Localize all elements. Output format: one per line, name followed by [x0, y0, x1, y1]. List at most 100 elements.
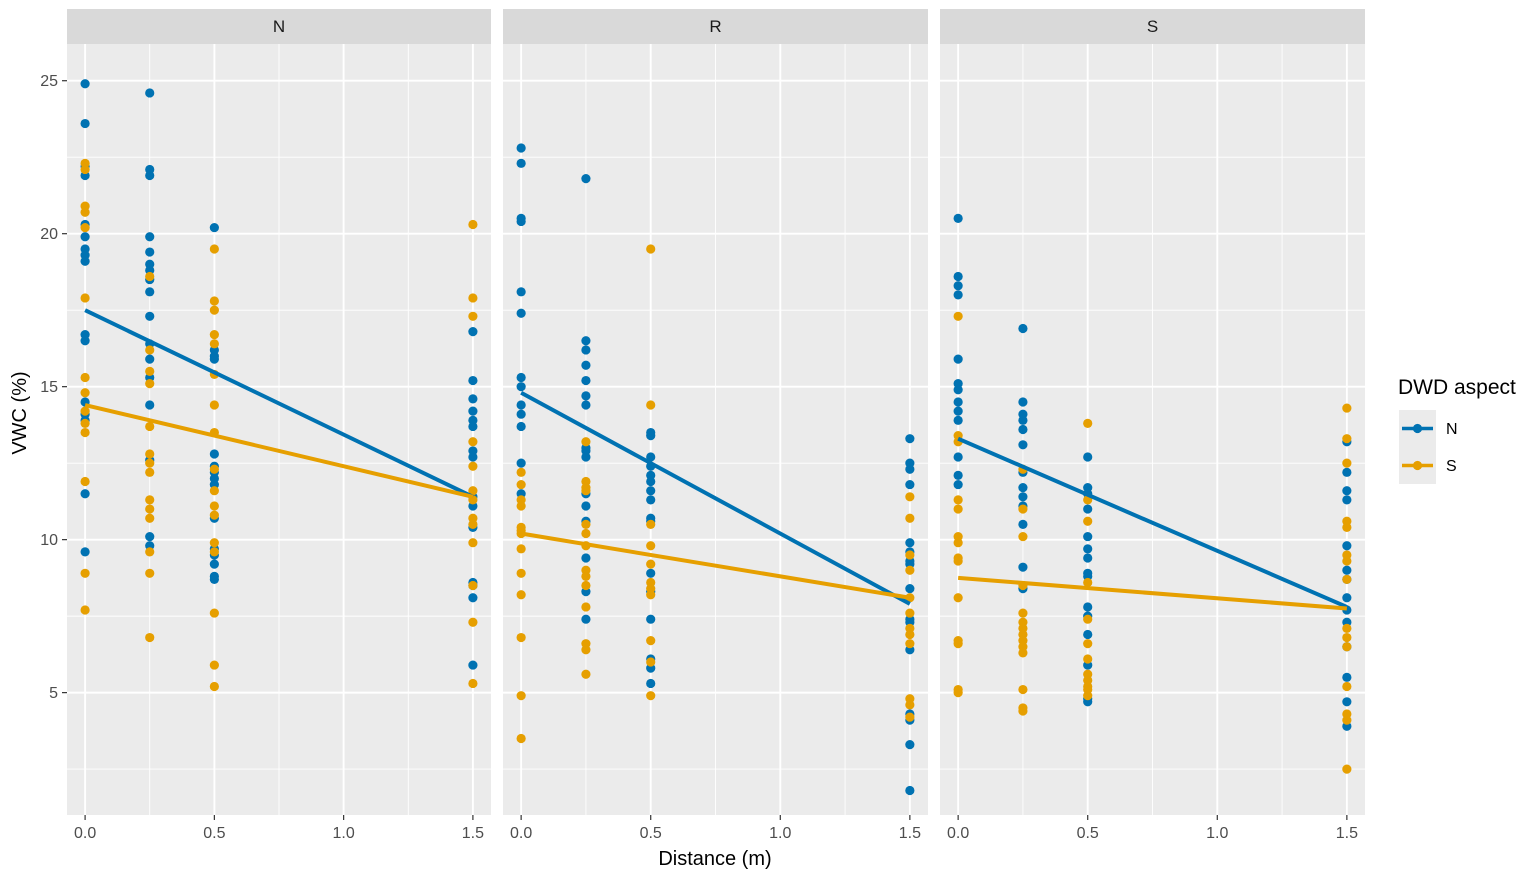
data-point-s: [145, 366, 155, 376]
data-point-n: [516, 400, 526, 410]
data-point-s: [1083, 516, 1093, 526]
facet-strip-label: N: [273, 17, 285, 36]
x-tick-label: 0.5: [203, 825, 225, 842]
data-point-n: [145, 170, 155, 181]
data-point-s: [581, 602, 591, 612]
data-point-s: [646, 590, 656, 600]
data-point-n: [80, 79, 90, 89]
data-point-n: [1342, 697, 1352, 707]
fit-line-s: [84, 403, 474, 499]
data-point-n: [1018, 440, 1028, 450]
data-point-n: [516, 287, 526, 297]
data-point-n: [80, 232, 90, 242]
data-point-s: [646, 519, 656, 529]
data-point-s: [468, 486, 478, 496]
data-point-n: [581, 501, 591, 511]
data-point-s: [145, 568, 155, 578]
data-point-n: [646, 452, 656, 462]
data-point-n: [646, 614, 656, 624]
data-point-n: [646, 678, 656, 689]
data-point-n: [145, 287, 155, 297]
data-point-n: [516, 372, 526, 383]
data-point-n: [953, 397, 963, 407]
data-point-s: [145, 495, 155, 505]
panel-r: R 0.0 0.5 1.0 1.5: [503, 9, 928, 842]
data-point-n: [1018, 483, 1028, 493]
panel-n: N 5 10 15 20 25 0.0 0.5 1.0 1.5: [40, 9, 491, 842]
data-point-s: [581, 571, 591, 581]
data-point-s: [1083, 654, 1093, 664]
data-point-s: [80, 427, 90, 438]
x-tick-label: 0.0: [74, 825, 96, 842]
data-point-s: [80, 568, 90, 578]
data-point-n: [953, 479, 963, 490]
data-point-s: [468, 293, 478, 303]
data-point-s: [468, 461, 478, 471]
data-point-n: [905, 740, 915, 750]
x-tick-label: 1.5: [1336, 825, 1358, 842]
data-point-s: [1018, 684, 1028, 695]
data-point-s: [953, 311, 963, 321]
data-point-s: [516, 590, 526, 600]
data-point-s: [145, 632, 155, 643]
data-point-n: [145, 531, 155, 542]
data-point-s: [209, 547, 219, 557]
data-point-s: [145, 345, 155, 355]
data-point-n: [581, 400, 591, 410]
data-point-n: [646, 495, 656, 505]
data-point-n: [1083, 553, 1093, 563]
data-point-n: [1083, 452, 1093, 462]
data-point-n: [953, 281, 963, 291]
data-point-s: [581, 669, 591, 679]
data-point-s: [209, 538, 219, 548]
legend-label: N: [1446, 421, 1458, 438]
series-s-points: [516, 244, 915, 744]
x-tick-label: 0.0: [510, 825, 532, 842]
legend-title: DWD aspect: [1398, 376, 1516, 399]
data-point-n: [581, 452, 591, 462]
data-point-s: [646, 636, 656, 646]
data-point-s: [209, 305, 219, 315]
facet-strip: [67, 9, 491, 44]
data-point-n: [145, 400, 155, 410]
data-point-n: [953, 213, 963, 223]
data-point-s: [80, 293, 90, 303]
data-point-s: [646, 559, 656, 569]
data-point-s: [1342, 556, 1352, 566]
fit-line-s: [957, 575, 1348, 611]
data-point-n: [953, 452, 963, 462]
data-point-s: [646, 244, 656, 254]
data-point-n: [581, 345, 591, 355]
data-point-n: [1018, 415, 1028, 425]
data-point-n: [1342, 495, 1352, 505]
data-point-s: [468, 580, 478, 591]
fit-line-n: [520, 391, 911, 606]
x-tick-label: 1.0: [1206, 825, 1228, 842]
data-point-s: [1342, 681, 1352, 692]
data-point-s: [209, 660, 219, 670]
data-point-n: [468, 421, 478, 432]
data-point-n: [1342, 593, 1352, 603]
data-point-s: [209, 296, 219, 306]
data-point-s: [581, 528, 591, 539]
data-point-n: [516, 143, 526, 153]
data-point-s: [646, 657, 656, 667]
data-point-n: [516, 382, 526, 392]
data-point-s: [581, 645, 591, 655]
data-point-n: [581, 553, 591, 563]
data-point-s: [1342, 632, 1352, 643]
y-axis-title: VWC (%): [9, 371, 31, 454]
data-point-s: [1083, 614, 1093, 624]
data-point-s: [905, 712, 915, 722]
data-point-s: [581, 519, 591, 529]
data-point-s: [80, 222, 90, 233]
legend-key-n: N: [1399, 410, 1458, 447]
data-point-n: [80, 118, 90, 129]
data-point-n: [468, 326, 478, 337]
data-point-s: [953, 556, 963, 566]
legend-key-point: [1412, 460, 1423, 471]
data-point-n: [80, 336, 90, 346]
data-point-n: [516, 409, 526, 419]
data-point-n: [1342, 467, 1352, 477]
data-point-n: [516, 458, 526, 468]
